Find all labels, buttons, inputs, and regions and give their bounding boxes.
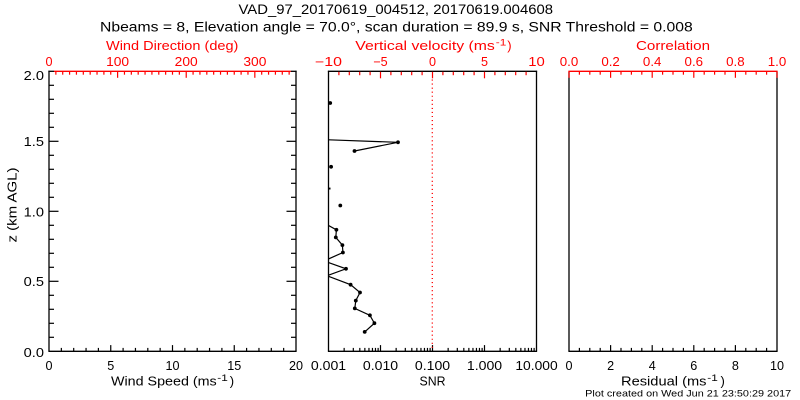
svg-text:Correlation: Correlation: [636, 38, 710, 53]
svg-text:10: 10: [166, 359, 180, 373]
svg-text:5: 5: [107, 359, 114, 373]
svg-text:Vertical velocity (ms: Vertical velocity (ms: [355, 38, 495, 53]
svg-text:6: 6: [690, 359, 697, 373]
svg-text:1.5: 1.5: [24, 135, 44, 149]
svg-text:300: 300: [243, 55, 266, 69]
svg-text:0.100: 0.100: [415, 359, 450, 373]
svg-text:0: 0: [565, 359, 572, 373]
svg-text:0.5: 0.5: [24, 275, 44, 289]
svg-text:0.010: 0.010: [363, 359, 398, 373]
svg-text:-1: -1: [707, 373, 718, 384]
svg-text:2.0: 2.0: [24, 69, 44, 83]
svg-text:0.2: 0.2: [601, 55, 620, 69]
svg-text:100: 100: [106, 55, 129, 69]
svg-text:VAD_97_20170619_004512, 201706: VAD_97_20170619_004512, 20170619.004608: [239, 2, 554, 17]
svg-text:200: 200: [175, 55, 198, 69]
svg-text:z (km AGL): z (km AGL): [5, 168, 20, 243]
svg-text:0.001: 0.001: [311, 359, 346, 373]
svg-text:Wind Speed (ms: Wind Speed (ms: [111, 373, 217, 388]
svg-text:2: 2: [607, 359, 614, 373]
svg-text:): ): [507, 38, 511, 53]
svg-text:4: 4: [649, 359, 656, 373]
svg-text:Residual (ms: Residual (ms: [621, 373, 707, 388]
svg-text:1.0: 1.0: [768, 55, 787, 69]
svg-text:1.0: 1.0: [24, 205, 44, 219]
svg-text:10: 10: [770, 359, 784, 373]
svg-text:Wind Direction (deg): Wind Direction (deg): [106, 38, 238, 53]
svg-text:0: 0: [45, 55, 52, 69]
svg-text:0.6: 0.6: [685, 55, 704, 69]
svg-text:Nbeams = 8, Elevation angle =: Nbeams = 8, Elevation angle = 70.0°, sca…: [100, 20, 693, 35]
svg-text:0.0: 0.0: [24, 346, 44, 360]
svg-text:−5: −5: [373, 55, 387, 69]
svg-text:SNR: SNR: [420, 373, 446, 388]
svg-text:0.8: 0.8: [726, 55, 745, 69]
svg-text:0.0: 0.0: [560, 55, 579, 69]
svg-text:-1: -1: [496, 37, 507, 48]
svg-text:20: 20: [289, 359, 303, 373]
svg-text:10: 10: [528, 55, 545, 69]
svg-text:0: 0: [429, 55, 436, 69]
svg-text:15: 15: [227, 359, 241, 373]
svg-text:0.4: 0.4: [643, 55, 662, 69]
svg-text:): ): [230, 373, 234, 388]
svg-text:−10: −10: [315, 55, 342, 69]
svg-text:-1: -1: [217, 373, 228, 384]
svg-text:10.000: 10.000: [515, 359, 557, 373]
svg-text:8: 8: [732, 359, 739, 373]
svg-text:Plot created on Wed Jun 21 23:: Plot created on Wed Jun 21 23:50:29 2017: [585, 388, 791, 399]
svg-text:5: 5: [481, 55, 488, 69]
svg-text:0: 0: [45, 359, 52, 373]
svg-text:1.000: 1.000: [467, 359, 502, 373]
svg-text:): ): [721, 373, 725, 388]
